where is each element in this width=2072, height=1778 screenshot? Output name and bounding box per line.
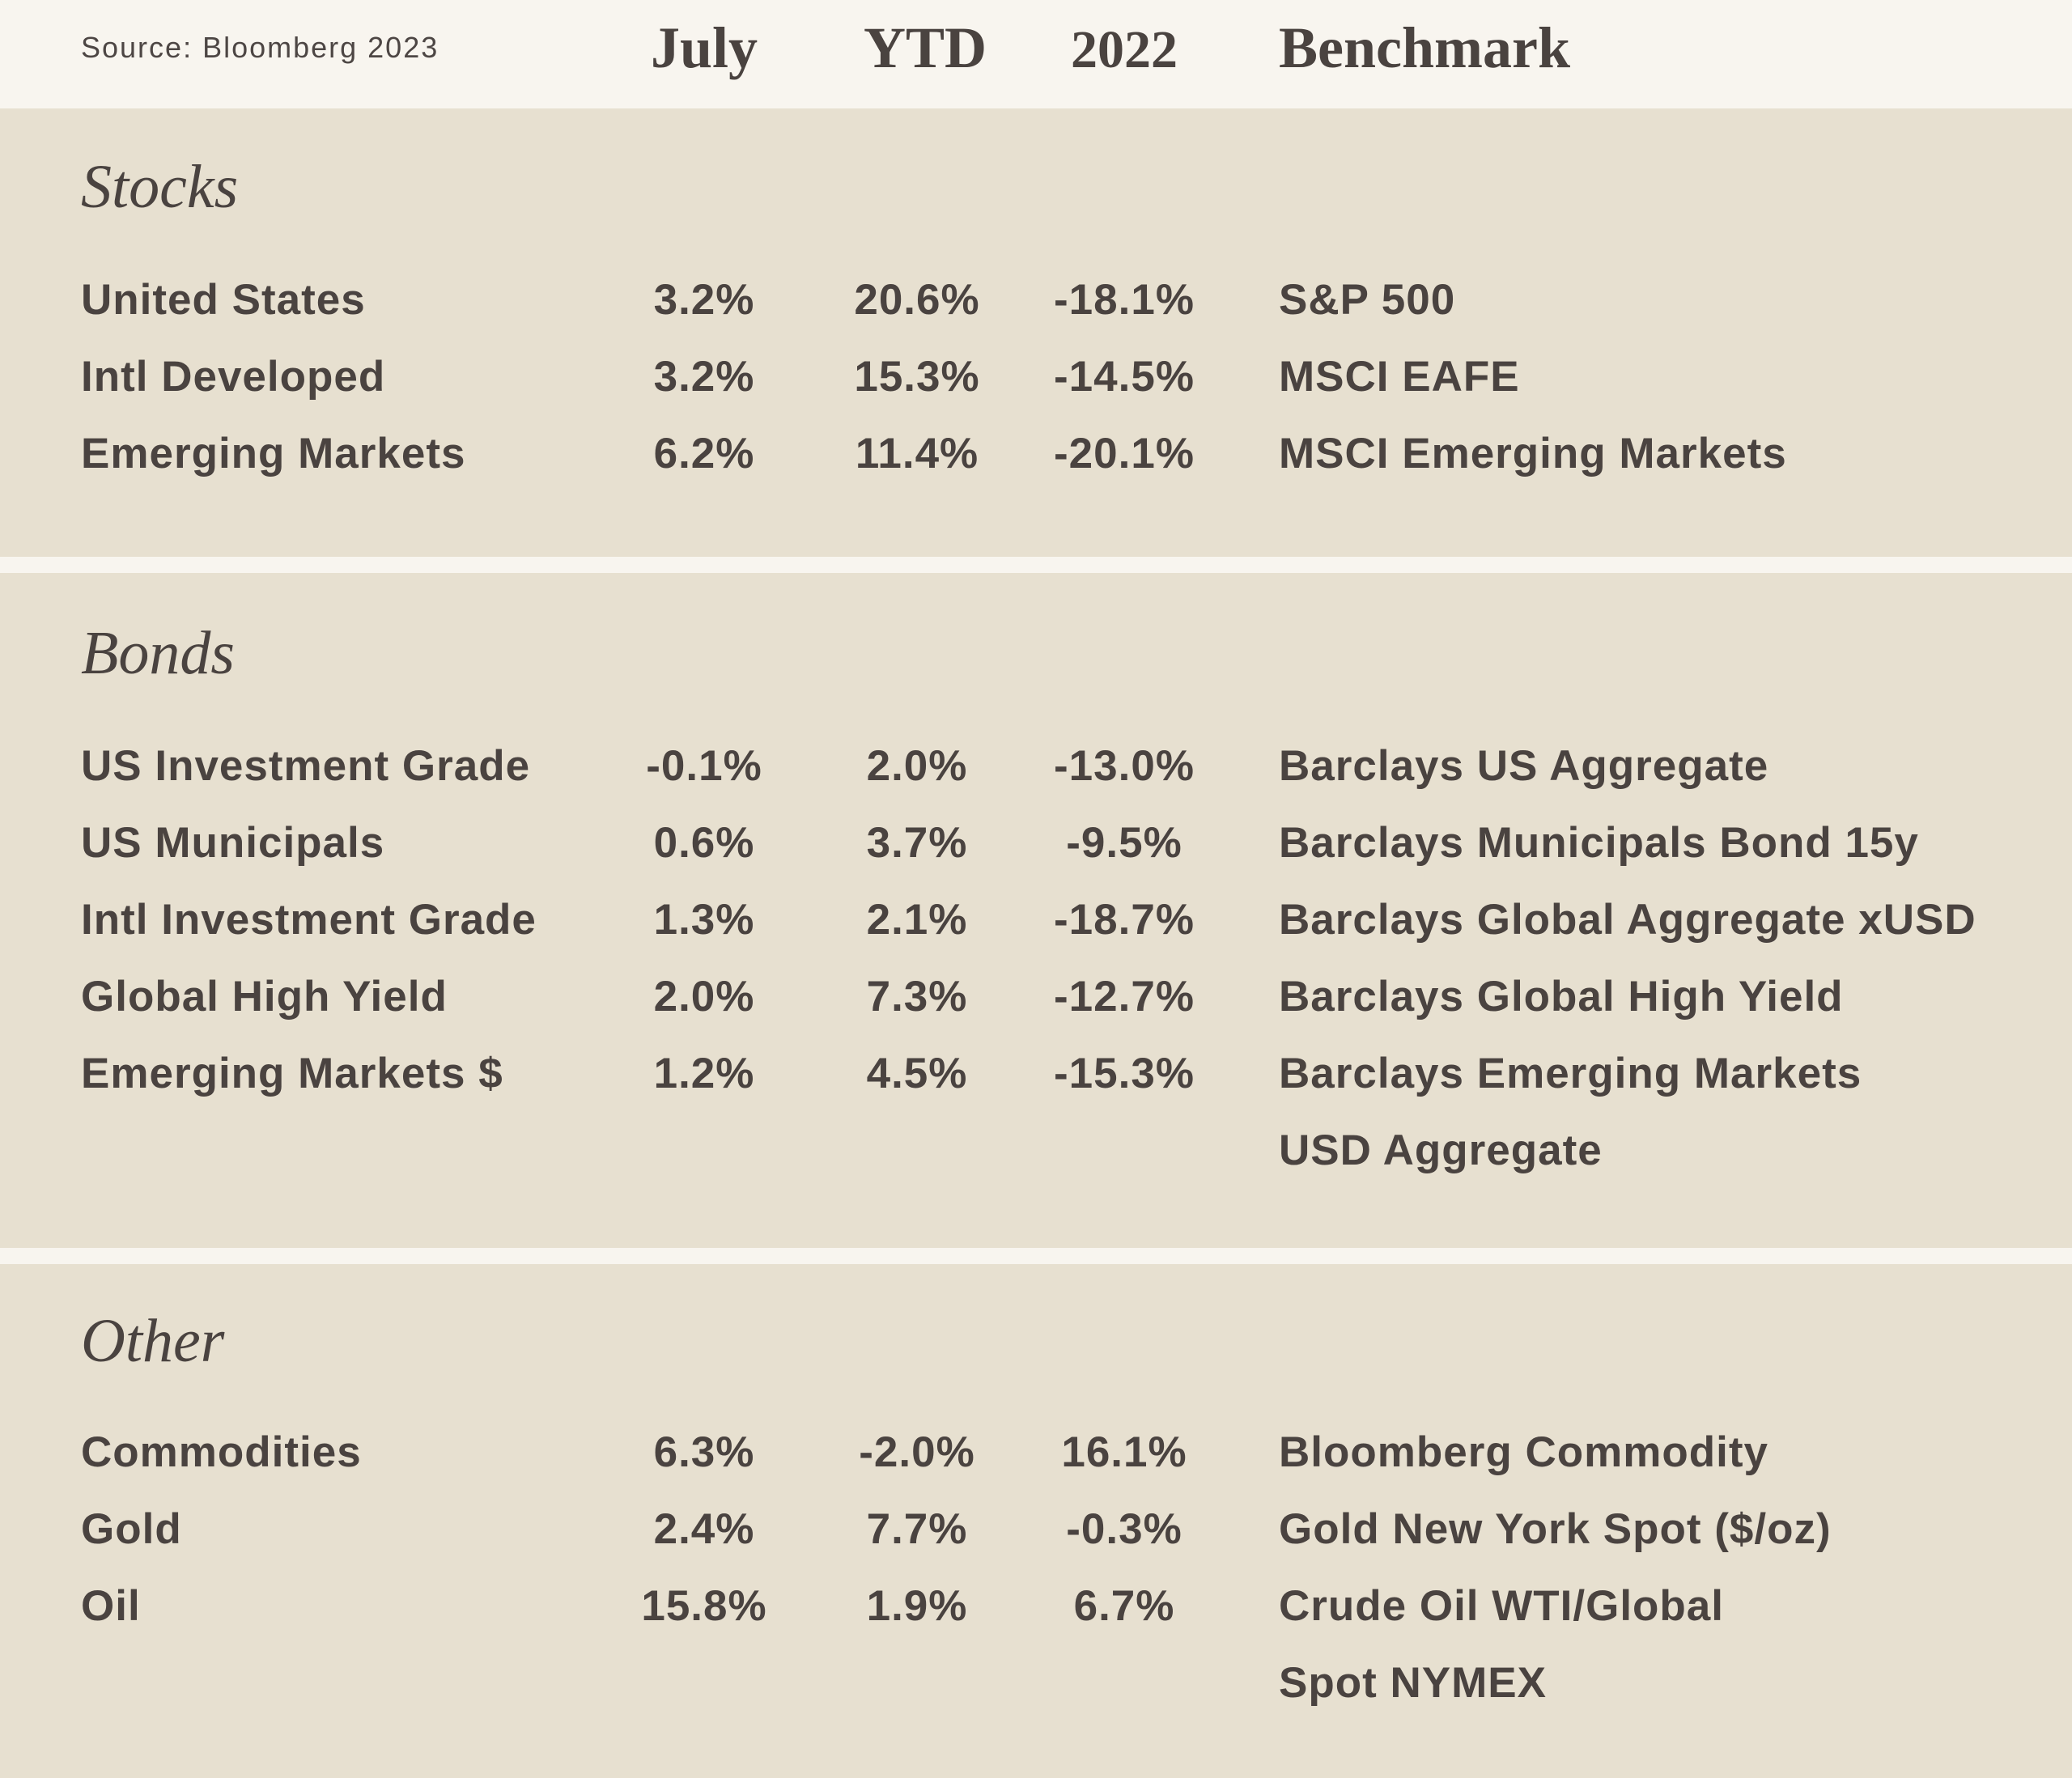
section-title: Other (81, 1307, 225, 1375)
asset-name: Intl Developed (81, 353, 386, 401)
return-2022: -0.3% (1066, 1505, 1182, 1553)
benchmark-name: Barclays Global High Yield (1279, 973, 1844, 1021)
asset-name: Global High Yield (81, 973, 448, 1021)
section-other: Other Commodities 6.3% -2.0% 16.1% Bloom… (0, 1264, 2072, 1778)
asset-name: United States (81, 276, 366, 324)
return-2022: -15.3% (1054, 1050, 1195, 1097)
asset-name: Oil (81, 1582, 141, 1630)
july-return: 6.3% (653, 1428, 755, 1476)
benchmark-name: Bloomberg Commodity (1279, 1428, 1768, 1476)
benchmark-name: Barclays Municipals Bond 15y (1279, 819, 1919, 867)
table-row: Global High Yield 2.0% 7.3% -12.7% Barcl… (0, 972, 2072, 1049)
table-row: Intl Developed 3.2% 15.3% -14.5% MSCI EA… (0, 352, 2072, 429)
section-title: Bonds (81, 619, 235, 687)
asset-name: Emerging Markets $ (81, 1050, 503, 1097)
ytd-return: 2.0% (866, 742, 968, 790)
table-row: US Investment Grade -0.1% 2.0% -13.0% Ba… (0, 741, 2072, 818)
return-2022: -20.1% (1054, 430, 1195, 477)
ytd-return: 4.5% (866, 1050, 968, 1097)
ytd-return: 15.3% (854, 353, 980, 401)
july-return: 2.0% (653, 973, 755, 1021)
july-return: 3.2% (653, 353, 755, 401)
benchmark-name: Gold New York Spot ($/oz) (1279, 1505, 1832, 1553)
asset-name: Intl Investment Grade (81, 896, 537, 944)
table-row: Emerging Markets 6.2% 11.4% -20.1% MSCI … (0, 429, 2072, 506)
return-2022: -12.7% (1054, 973, 1195, 1021)
return-2022: -18.7% (1054, 896, 1195, 944)
benchmark-name: Barclays US Aggregate (1279, 742, 1769, 790)
table-header: Source: Bloomberg 2023 July YTD 2022 Ben… (0, 0, 2072, 107)
return-2022: -13.0% (1054, 742, 1195, 790)
july-return: -0.1% (646, 742, 762, 790)
july-return: 1.3% (653, 896, 755, 944)
return-2022: -18.1% (1054, 276, 1195, 324)
ytd-return: -2.0% (859, 1428, 975, 1476)
july-return: 1.2% (653, 1050, 755, 1097)
table-row: US Municipals 0.6% 3.7% -9.5% Barclays M… (0, 818, 2072, 895)
july-return: 15.8% (641, 1582, 767, 1630)
ytd-return: 7.7% (866, 1505, 968, 1553)
july-return: 6.2% (653, 430, 755, 477)
table-row: Oil 15.8% 1.9% 6.7% Crude Oil WTI/Global… (0, 1581, 2072, 1735)
asset-name: US Investment Grade (81, 742, 531, 790)
table-row: Commodities 6.3% -2.0% 16.1% Bloomberg C… (0, 1428, 2072, 1504)
asset-name: Gold (81, 1505, 182, 1553)
asset-name: Emerging Markets (81, 430, 466, 477)
benchmark-name: MSCI Emerging Markets (1279, 430, 1787, 477)
column-header-benchmark: Benchmark (1279, 15, 1570, 80)
return-2022: -14.5% (1054, 353, 1195, 401)
ytd-return: 20.6% (854, 276, 980, 324)
column-header-2022: 2022 (1071, 20, 1178, 79)
section-stocks: Stocks United States 3.2% 20.6% -18.1% S… (0, 108, 2072, 557)
july-return: 0.6% (653, 819, 755, 867)
july-return: 3.2% (653, 276, 755, 324)
benchmark-name: Barclays Emerging Markets (1279, 1050, 1862, 1097)
asset-name: Commodities (81, 1428, 362, 1476)
section-bonds: Bonds US Investment Grade -0.1% 2.0% -13… (0, 573, 2072, 1248)
ytd-return: 7.3% (866, 973, 968, 1021)
column-header-ytd: YTD (863, 15, 987, 80)
section-title: Stocks (81, 153, 239, 221)
benchmark-name: Crude Oil WTI/Global (1279, 1582, 1724, 1630)
return-2022: 16.1% (1061, 1428, 1187, 1476)
table-row: Intl Investment Grade 1.3% 2.1% -18.7% B… (0, 895, 2072, 972)
benchmark-name: S&P 500 (1279, 276, 1456, 324)
ytd-return: 2.1% (866, 896, 968, 944)
july-return: 2.4% (653, 1505, 755, 1553)
return-2022: 6.7% (1073, 1582, 1175, 1630)
table-row: United States 3.2% 20.6% -18.1% S&P 500 (0, 275, 2072, 352)
ytd-return: 1.9% (866, 1582, 968, 1630)
ytd-return: 3.7% (866, 819, 968, 867)
column-header-july: July (650, 15, 758, 80)
benchmark-name: MSCI EAFE (1279, 353, 1520, 401)
return-2022: -9.5% (1066, 819, 1182, 867)
ytd-return: 11.4% (855, 430, 979, 477)
source-note: Source: Bloomberg 2023 (81, 31, 439, 64)
benchmark-name: Barclays Global Aggregate xUSD (1279, 896, 1976, 944)
table-row: Emerging Markets $ 1.2% 4.5% -15.3% Barc… (0, 1049, 2072, 1203)
benchmark-name-continued: Spot NYMEX (1279, 1659, 1547, 1707)
asset-name: US Municipals (81, 819, 385, 867)
benchmark-name-continued: USD Aggregate (1279, 1127, 1603, 1174)
table-row: Gold 2.4% 7.7% -0.3% Gold New York Spot … (0, 1504, 2072, 1581)
